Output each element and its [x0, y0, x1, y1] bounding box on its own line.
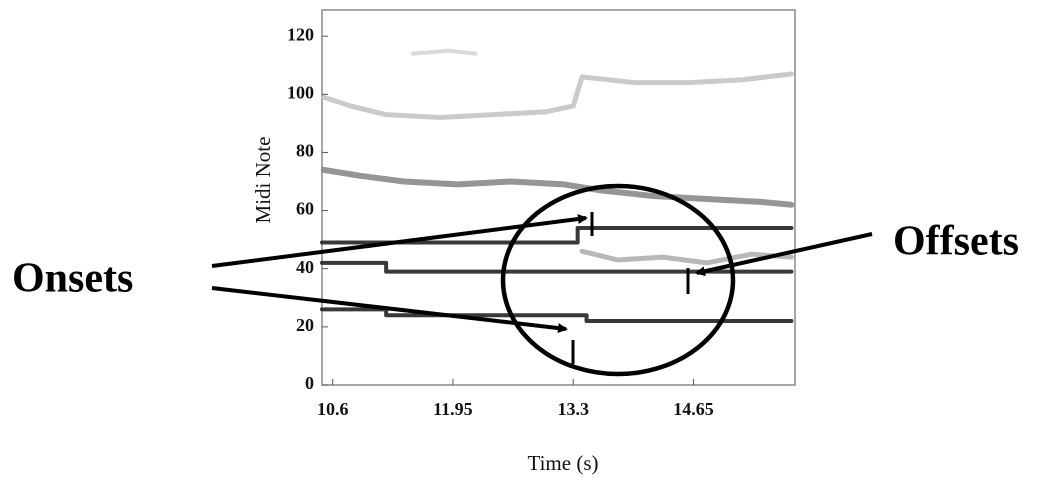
x-tick-label: 13.3	[557, 399, 589, 419]
note-trace	[320, 307, 794, 324]
y-tick-label: 80	[296, 141, 314, 161]
y-tick-label: 20	[296, 315, 314, 335]
y-tick-label: 60	[296, 199, 314, 219]
onset-arrow	[211, 214, 588, 268]
plot-area	[320, 48, 795, 324]
y-tick-label: 0	[305, 373, 314, 393]
note-trace	[579, 248, 794, 266]
note-trace	[321, 71, 794, 121]
onsets-label: Onsets	[12, 256, 133, 302]
offset-arrow	[695, 232, 873, 277]
y-tick-label: 100	[287, 82, 314, 102]
y-tick-label: 120	[287, 24, 314, 44]
x-tick-label: 11.95	[433, 399, 473, 419]
note-trace	[320, 260, 794, 274]
highlight-circle	[500, 183, 736, 377]
onset-arrow	[211, 286, 568, 334]
y-tick-label: 40	[296, 257, 314, 277]
x-axis-label: Time (s)	[528, 451, 599, 475]
x-tick-label: 10.6	[317, 399, 349, 419]
offsets-label: Offsets	[893, 219, 1019, 265]
note-trace	[320, 226, 794, 245]
y-axis-label: Midi Note	[251, 137, 275, 224]
x-tick-label: 14.65	[673, 399, 714, 419]
note-trace	[410, 48, 478, 56]
note-trace	[320, 166, 795, 208]
